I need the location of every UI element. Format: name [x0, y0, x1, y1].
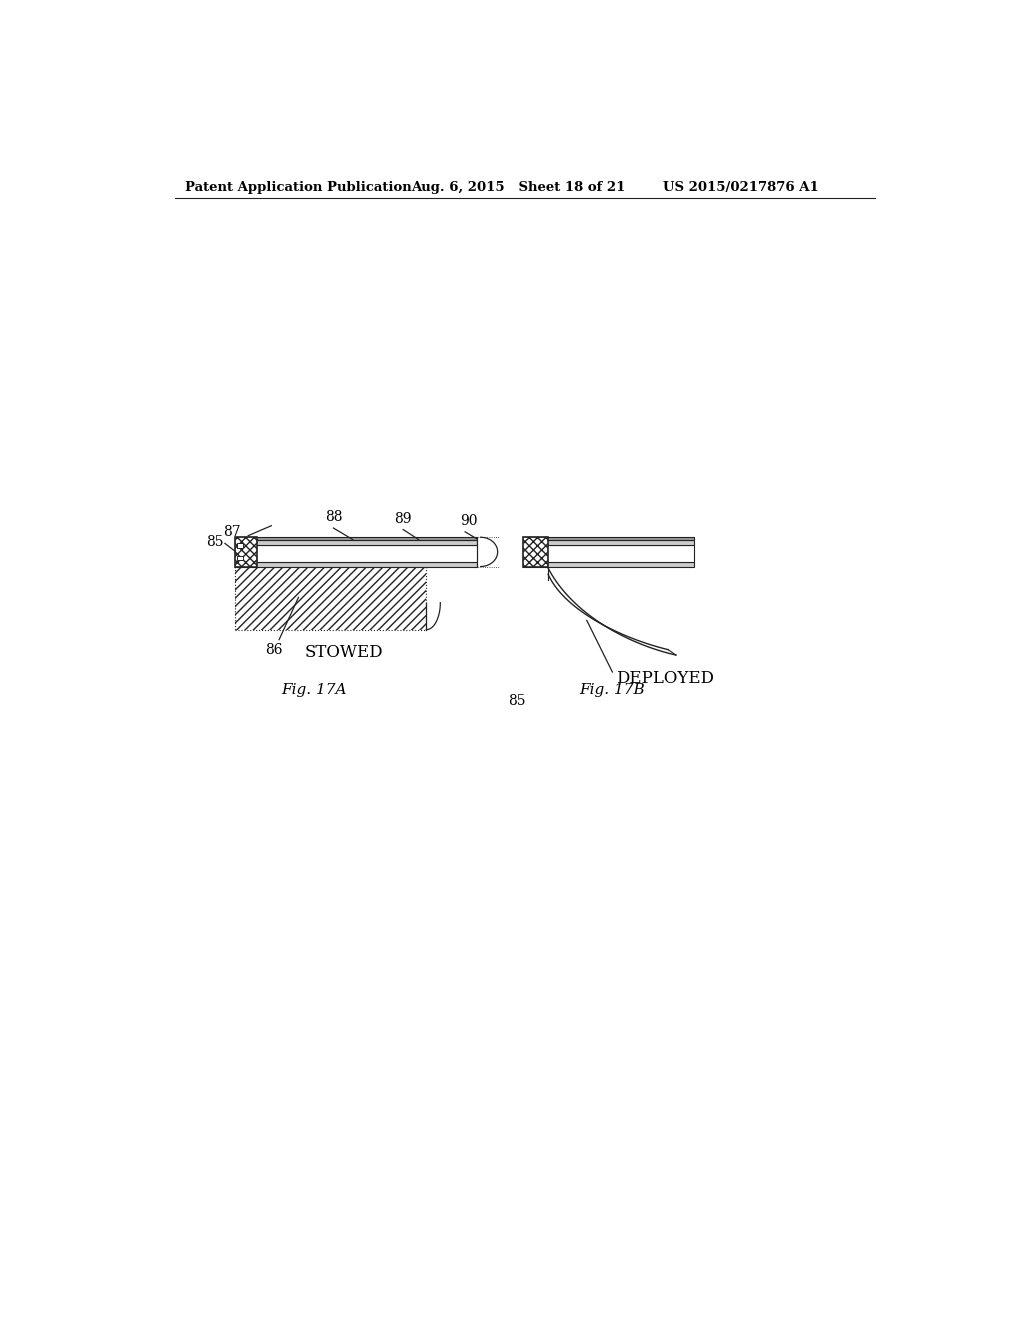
Text: 87: 87: [223, 525, 241, 539]
Text: Patent Application Publication: Patent Application Publication: [184, 181, 412, 194]
Bar: [234, 540, 477, 545]
Bar: [234, 566, 426, 630]
Bar: [237, 544, 243, 548]
Bar: [523, 537, 548, 566]
Bar: [234, 545, 477, 562]
Bar: [234, 537, 477, 540]
Text: DEPLOYED: DEPLOYED: [616, 669, 715, 686]
Text: 86: 86: [265, 644, 283, 657]
Bar: [234, 566, 426, 630]
Text: Fig. 17A: Fig. 17A: [282, 682, 347, 697]
Text: 90: 90: [460, 513, 478, 528]
Bar: [523, 545, 693, 562]
Text: STOWED: STOWED: [304, 644, 383, 661]
Text: 85: 85: [206, 535, 223, 549]
Text: 89: 89: [394, 512, 412, 525]
Bar: [237, 556, 243, 561]
Bar: [523, 562, 693, 566]
Bar: [234, 562, 477, 566]
Text: Fig. 17B: Fig. 17B: [580, 682, 645, 697]
Bar: [523, 545, 693, 562]
Bar: [523, 537, 548, 566]
Bar: [523, 540, 693, 545]
Bar: [234, 537, 257, 566]
Bar: [234, 537, 257, 566]
Bar: [234, 545, 477, 562]
Text: 88: 88: [325, 510, 342, 524]
Bar: [523, 537, 693, 540]
Text: US 2015/0217876 A1: US 2015/0217876 A1: [663, 181, 818, 194]
Text: Aug. 6, 2015   Sheet 18 of 21: Aug. 6, 2015 Sheet 18 of 21: [411, 181, 626, 194]
Text: 85: 85: [508, 694, 525, 709]
